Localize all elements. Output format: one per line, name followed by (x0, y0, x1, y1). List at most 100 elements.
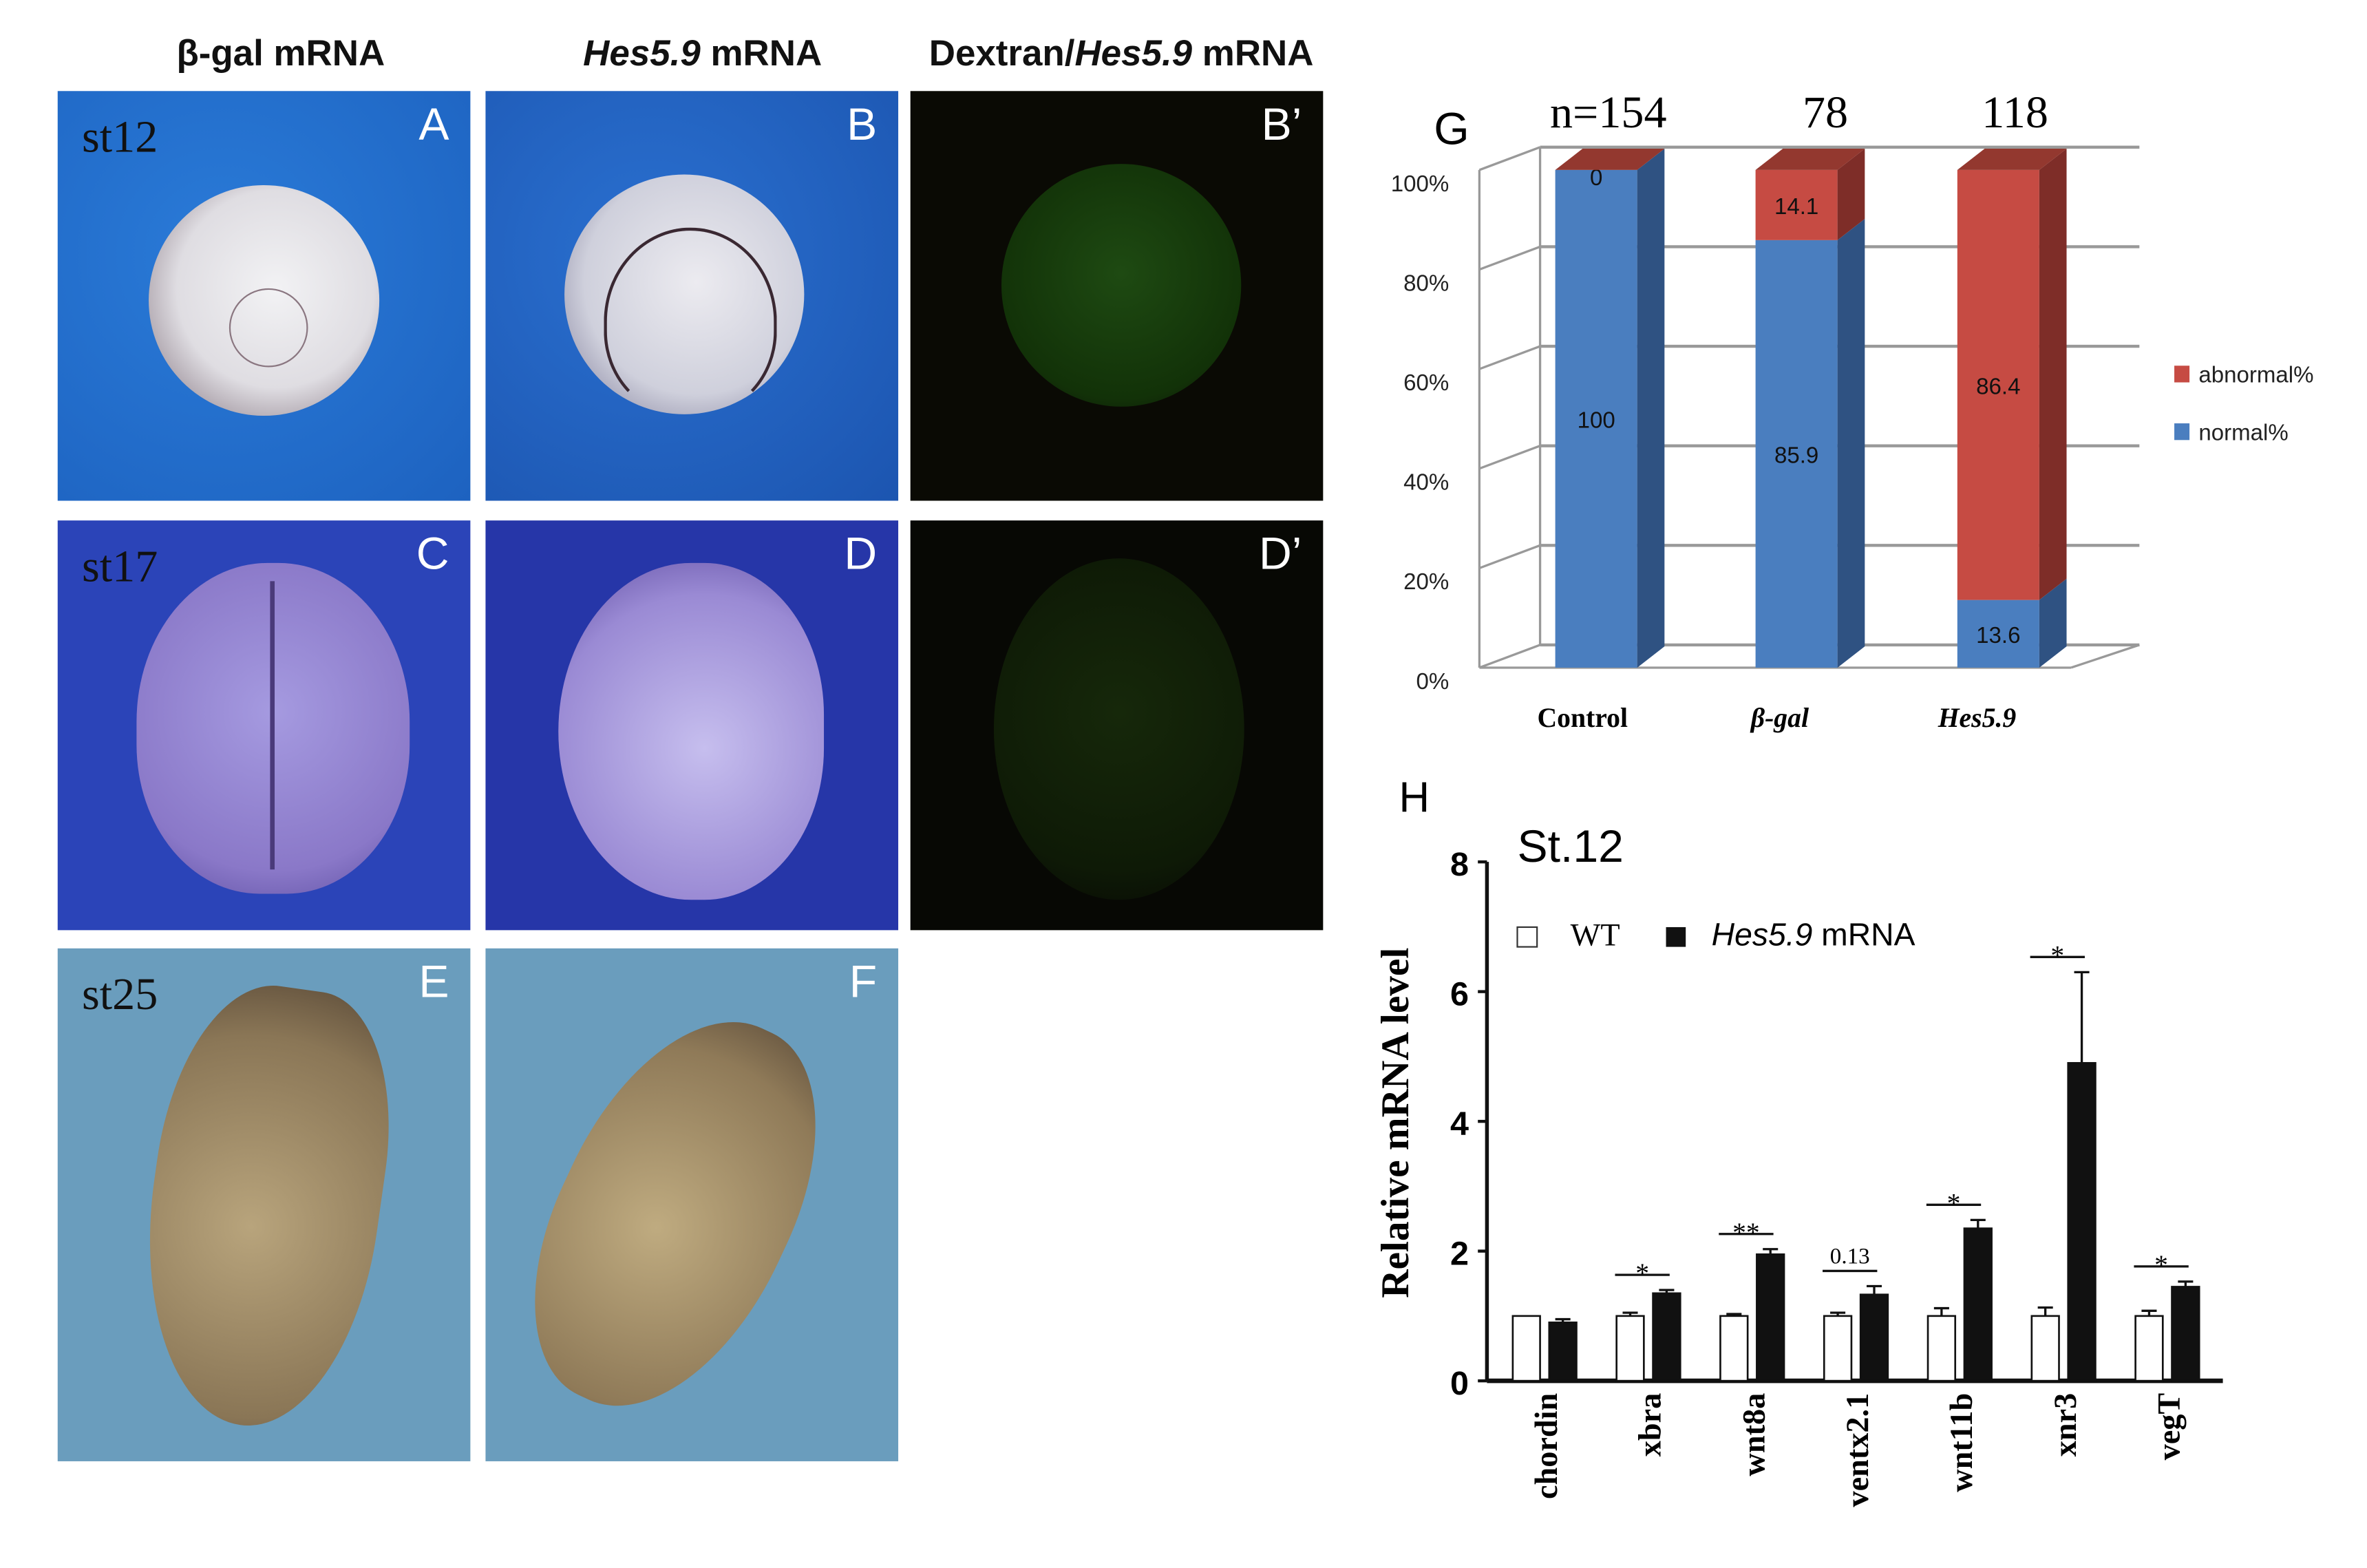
y-tick-label: 80% (1403, 271, 1449, 296)
gridline-side (1478, 644, 1541, 669)
panel-c: st17 C (57, 520, 471, 931)
bar-wt (1511, 1315, 1541, 1382)
panel-e: st25 E (57, 948, 471, 1461)
bar-side (2039, 149, 2067, 600)
fluorescent-embryo (993, 558, 1244, 900)
category-label: Control (1538, 703, 1628, 733)
panel-letter-g: G (1434, 103, 1469, 154)
y-tick-label: 40% (1403, 470, 1449, 496)
significance-label: * (2050, 940, 2064, 971)
header-italic: Hes5.9 (583, 33, 701, 75)
bar-hes59 (1859, 1293, 1889, 1382)
bar-hes59 (2171, 1286, 2200, 1382)
header-text: mRNA (700, 33, 822, 75)
gridline-side (1478, 146, 1541, 171)
bar-value-label: 13.6 (1976, 623, 2020, 648)
category-label: xnr3 (2048, 1393, 2083, 1457)
bar-normal-front (1555, 169, 1637, 668)
significance-label: * (1635, 1258, 1649, 1289)
panel-d-prime: D’ (910, 520, 1324, 931)
bar-wt (1719, 1315, 1749, 1382)
category-label: wnt11b (1944, 1393, 1979, 1492)
panel-letter: D’ (1258, 529, 1302, 580)
bar-side (1837, 218, 1865, 668)
y-tick-label: 0% (1416, 669, 1450, 695)
panel-letter-h: H (1399, 774, 1430, 821)
legend-italic: Hes5.9 (1712, 916, 1813, 952)
n-label: n=154 (1550, 87, 1667, 138)
panel-letter: F (849, 957, 878, 1008)
y-tick-label: 8 (1450, 846, 1469, 883)
gridline-side (1478, 445, 1541, 470)
legend-swatch-hes (1666, 926, 1686, 947)
category-label: xbra (1633, 1393, 1668, 1457)
header-dextran-hes59: Dextran/Hes5.9 mRNA (901, 33, 1341, 76)
category-label: wnt8a (1737, 1393, 1772, 1476)
n-label: 118 (1982, 87, 2048, 138)
bar-normal-front (1755, 240, 1838, 668)
bar-wt (1926, 1315, 1957, 1382)
floor-side (2070, 644, 2140, 669)
chart-g: G 0% 20% 40% 60% 80% 100% 100 0 n=154 Control 85.9… (1391, 87, 2314, 733)
stage-label: st12 (82, 112, 158, 162)
legend-suffix: mRNA (1812, 916, 1915, 952)
blastopore (229, 288, 308, 368)
legend-label-hes: Hes5.9 mRNA (1712, 916, 1915, 952)
bar-hes59 (1652, 1292, 1681, 1382)
panel-letter: B’ (1261, 100, 1302, 151)
bar-wt (1823, 1315, 1853, 1382)
bar-abnormal-front (1957, 169, 2039, 600)
panel-b: B (485, 91, 899, 501)
panel-f: F (485, 948, 899, 1461)
y-tick-label: 20% (1403, 569, 1449, 595)
panel-a: st12 A (57, 91, 471, 501)
gridline-side (1478, 345, 1541, 370)
bar-top (1957, 149, 2067, 170)
significance-label: * (1947, 1188, 1961, 1218)
category-label: Hes5.9 (1938, 703, 2017, 733)
header-text: Dextran/ (928, 33, 1075, 75)
fluorescent-embryo (1001, 164, 1242, 407)
stage-label: st25 (82, 969, 158, 1020)
panel-letter: A (418, 100, 449, 151)
n-label: 78 (1803, 87, 1848, 138)
bar-value-label: 85.9 (1774, 443, 1818, 469)
bar-wt (1615, 1315, 1645, 1382)
gridline-side (1478, 544, 1541, 569)
header-beta-gal: β-gal mRNA (61, 33, 500, 76)
header-text: β-gal mRNA (176, 33, 385, 75)
stage-label: st17 (82, 542, 158, 592)
y-tick-label: 60% (1403, 370, 1449, 396)
panel-b-prime: B’ (910, 91, 1324, 501)
y-tick-label: 2 (1450, 1235, 1469, 1272)
category-label: vegT (2152, 1393, 2187, 1461)
bar-value-label: 14.1 (1774, 194, 1818, 220)
legend-label-wt: WT (1571, 918, 1620, 953)
panel-letter: D (844, 529, 878, 580)
neural-groove (270, 581, 275, 870)
gridline-side (1478, 245, 1541, 271)
bar-top (1755, 149, 1865, 170)
significance-label: * (2154, 1250, 2168, 1280)
panel-letter: B (847, 100, 878, 151)
legend-swatch (2174, 365, 2190, 383)
category-label: β-gal (1750, 703, 1809, 733)
legend-swatch-wt (1516, 926, 1538, 948)
y-axis-label: Relative mRNA level (1374, 948, 1417, 1298)
bar-top (1555, 149, 1665, 170)
legend-label: normal% (2198, 420, 2288, 445)
y-tick-label: 6 (1450, 975, 1469, 1013)
header-text: mRNA (1192, 33, 1314, 75)
bar-value-label: 86.4 (1976, 374, 2020, 399)
legend-swatch (2174, 423, 2190, 441)
y-tick-label: 100% (1391, 171, 1450, 197)
significance-label: ** (1732, 1218, 1760, 1248)
bar-side (1637, 149, 1665, 668)
header-hes59: Hes5.9 mRNA (482, 33, 922, 76)
panel-d: D (485, 520, 899, 931)
staining-ring (604, 227, 777, 416)
bar-abnormal-front (1755, 169, 1838, 240)
bar-hes59 (1963, 1227, 1993, 1382)
